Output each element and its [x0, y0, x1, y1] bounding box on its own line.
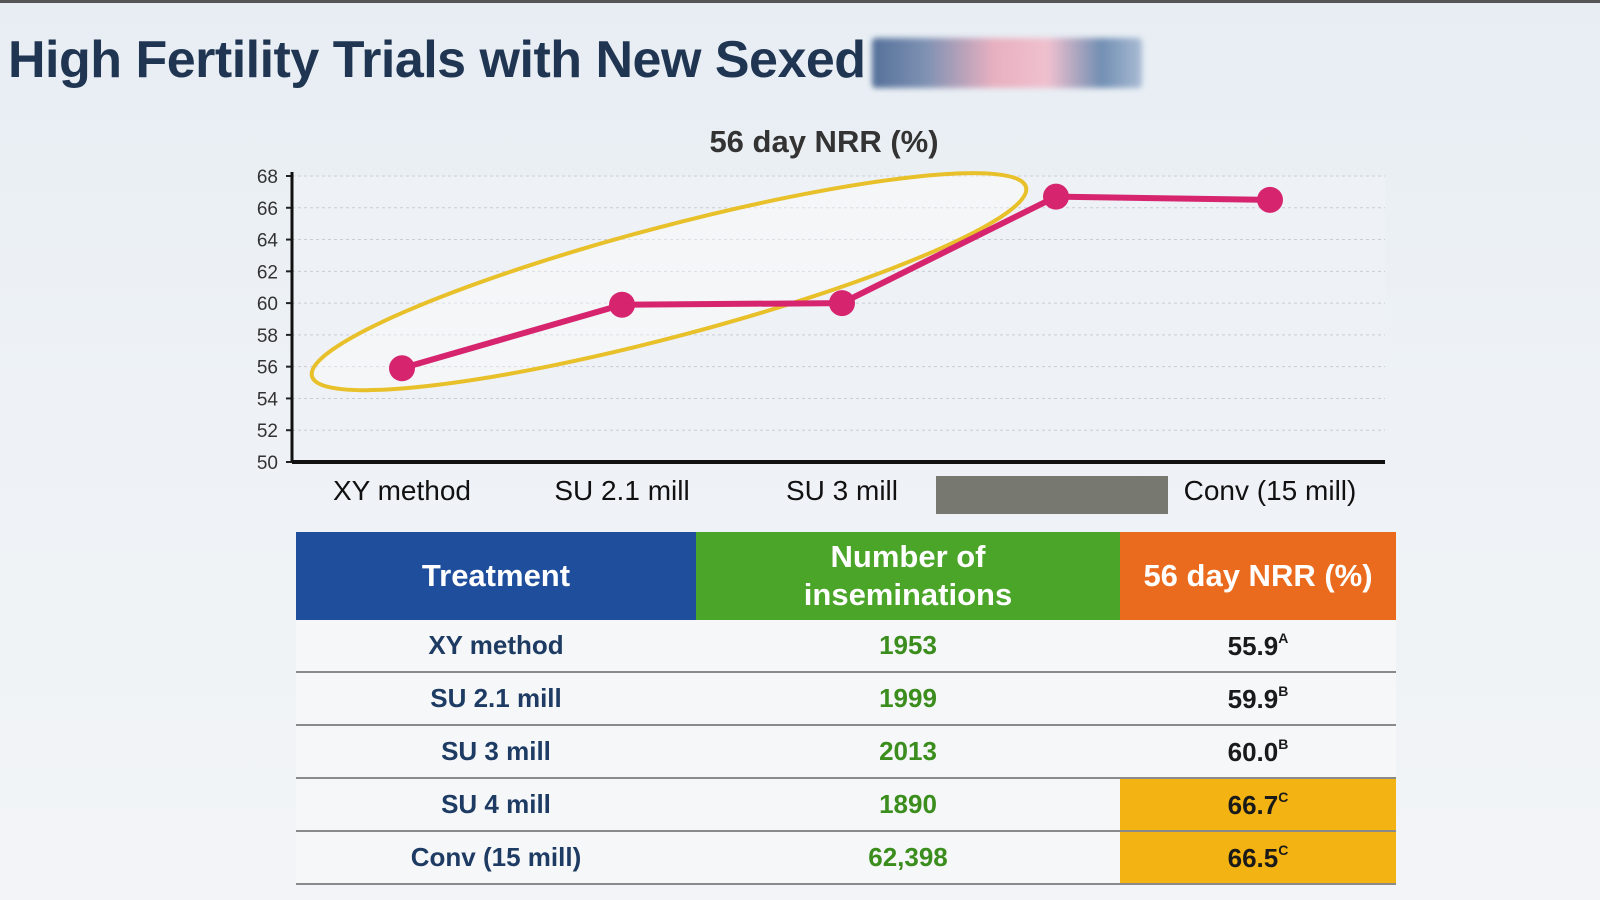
- significance-letter: B: [1278, 682, 1289, 699]
- cell-inseminations: 62,398: [696, 831, 1120, 885]
- cell-nrr: 59.9B: [1120, 672, 1396, 726]
- y-tick-label: 64: [257, 231, 279, 252]
- header-nrr: 56 day NRR (%): [1120, 532, 1396, 620]
- nrr-line-chart: 50 52 54 56 58 60 62 64 66 68 56 day NRR (%) XY met…: [257, 124, 1385, 514]
- x-category-label: SU 3 mill: [786, 475, 898, 506]
- cell-nrr: 66.7C: [1120, 778, 1396, 832]
- cell-treatment: XY method: [296, 620, 696, 673]
- y-tick-label: 58: [257, 326, 278, 347]
- cell-inseminations: 1999: [696, 672, 1120, 726]
- y-tick-label: 56: [257, 358, 278, 379]
- title-brand: Sexed: [714, 31, 866, 89]
- cell-nrr: 66.5C: [1120, 831, 1396, 885]
- slide-title: High Fertility Trials with New Sexed: [8, 30, 1142, 90]
- table-row: SU 4 mill 1890 66.7C: [296, 778, 1396, 832]
- table-row: Conv (15 mill) 62,398 66.5C: [296, 831, 1396, 885]
- cell-treatment: SU 2.1 mill: [296, 672, 696, 726]
- table-row: XY method 1953 55.9A: [296, 620, 1396, 673]
- title-text: High Fertility Trials with New: [8, 31, 701, 89]
- redacted-brand-block: [871, 38, 1142, 89]
- y-tick-label: 50: [257, 453, 278, 474]
- y-tick-label: 68: [257, 167, 278, 188]
- table-row: SU 3 mill 2013 60.0B: [296, 725, 1396, 779]
- cell-treatment: SU 3 mill: [296, 725, 696, 779]
- table-row: SU 2.1 mill 1999 59.9B: [296, 672, 1396, 726]
- nrr-value: 66.7: [1227, 789, 1279, 820]
- nrr-value: 60.0: [1227, 736, 1279, 767]
- results-table: Treatment Number of inseminations 56 day…: [296, 532, 1396, 885]
- table-header-row: Treatment Number of inseminations 56 day…: [296, 532, 1396, 620]
- y-tick-label: 52: [257, 421, 278, 442]
- nrr-value: 66.5: [1227, 842, 1279, 873]
- data-point: [1043, 183, 1069, 210]
- x-category-label: XY method: [333, 475, 471, 506]
- y-tick-label: 62: [257, 262, 278, 283]
- y-tick-label: 60: [257, 294, 278, 315]
- header-inseminations-label: Number of inseminations: [803, 539, 1013, 612]
- nrr-value: 55.9: [1227, 630, 1279, 661]
- significance-letter: C: [1278, 841, 1289, 858]
- x-category-label: SU 2.1 mill: [554, 475, 689, 506]
- significance-letter: A: [1278, 629, 1289, 646]
- chart-title: 56 day NRR (%): [709, 124, 938, 159]
- plot-area: [292, 176, 1385, 462]
- x-category-label: Conv (15 mill): [1184, 475, 1357, 506]
- significance-letter: B: [1278, 735, 1289, 752]
- y-tick-label: 54: [257, 389, 279, 410]
- data-point: [389, 355, 415, 382]
- highlight-ellipse: [309, 171, 1029, 393]
- significance-letter: C: [1278, 788, 1289, 805]
- y-tick-label: 66: [257, 199, 278, 220]
- cell-treatment: Conv (15 mill): [296, 831, 696, 885]
- data-point: [829, 290, 855, 317]
- top-rule: [0, 0, 1600, 3]
- cell-nrr: 55.9A: [1120, 620, 1396, 673]
- cell-inseminations: 1890: [696, 778, 1120, 832]
- cell-treatment: SU 4 mill: [296, 778, 696, 832]
- cell-inseminations: 1953: [696, 620, 1120, 673]
- nrr-value: 59.9: [1227, 683, 1279, 714]
- cell-inseminations: 2013: [696, 725, 1120, 779]
- header-treatment: Treatment: [296, 532, 696, 620]
- header-inseminations: Number of inseminations: [696, 532, 1120, 620]
- data-point: [1257, 186, 1283, 213]
- cell-nrr: 60.0B: [1120, 725, 1396, 779]
- redacted-category-label: [936, 476, 1168, 514]
- data-point: [609, 291, 635, 318]
